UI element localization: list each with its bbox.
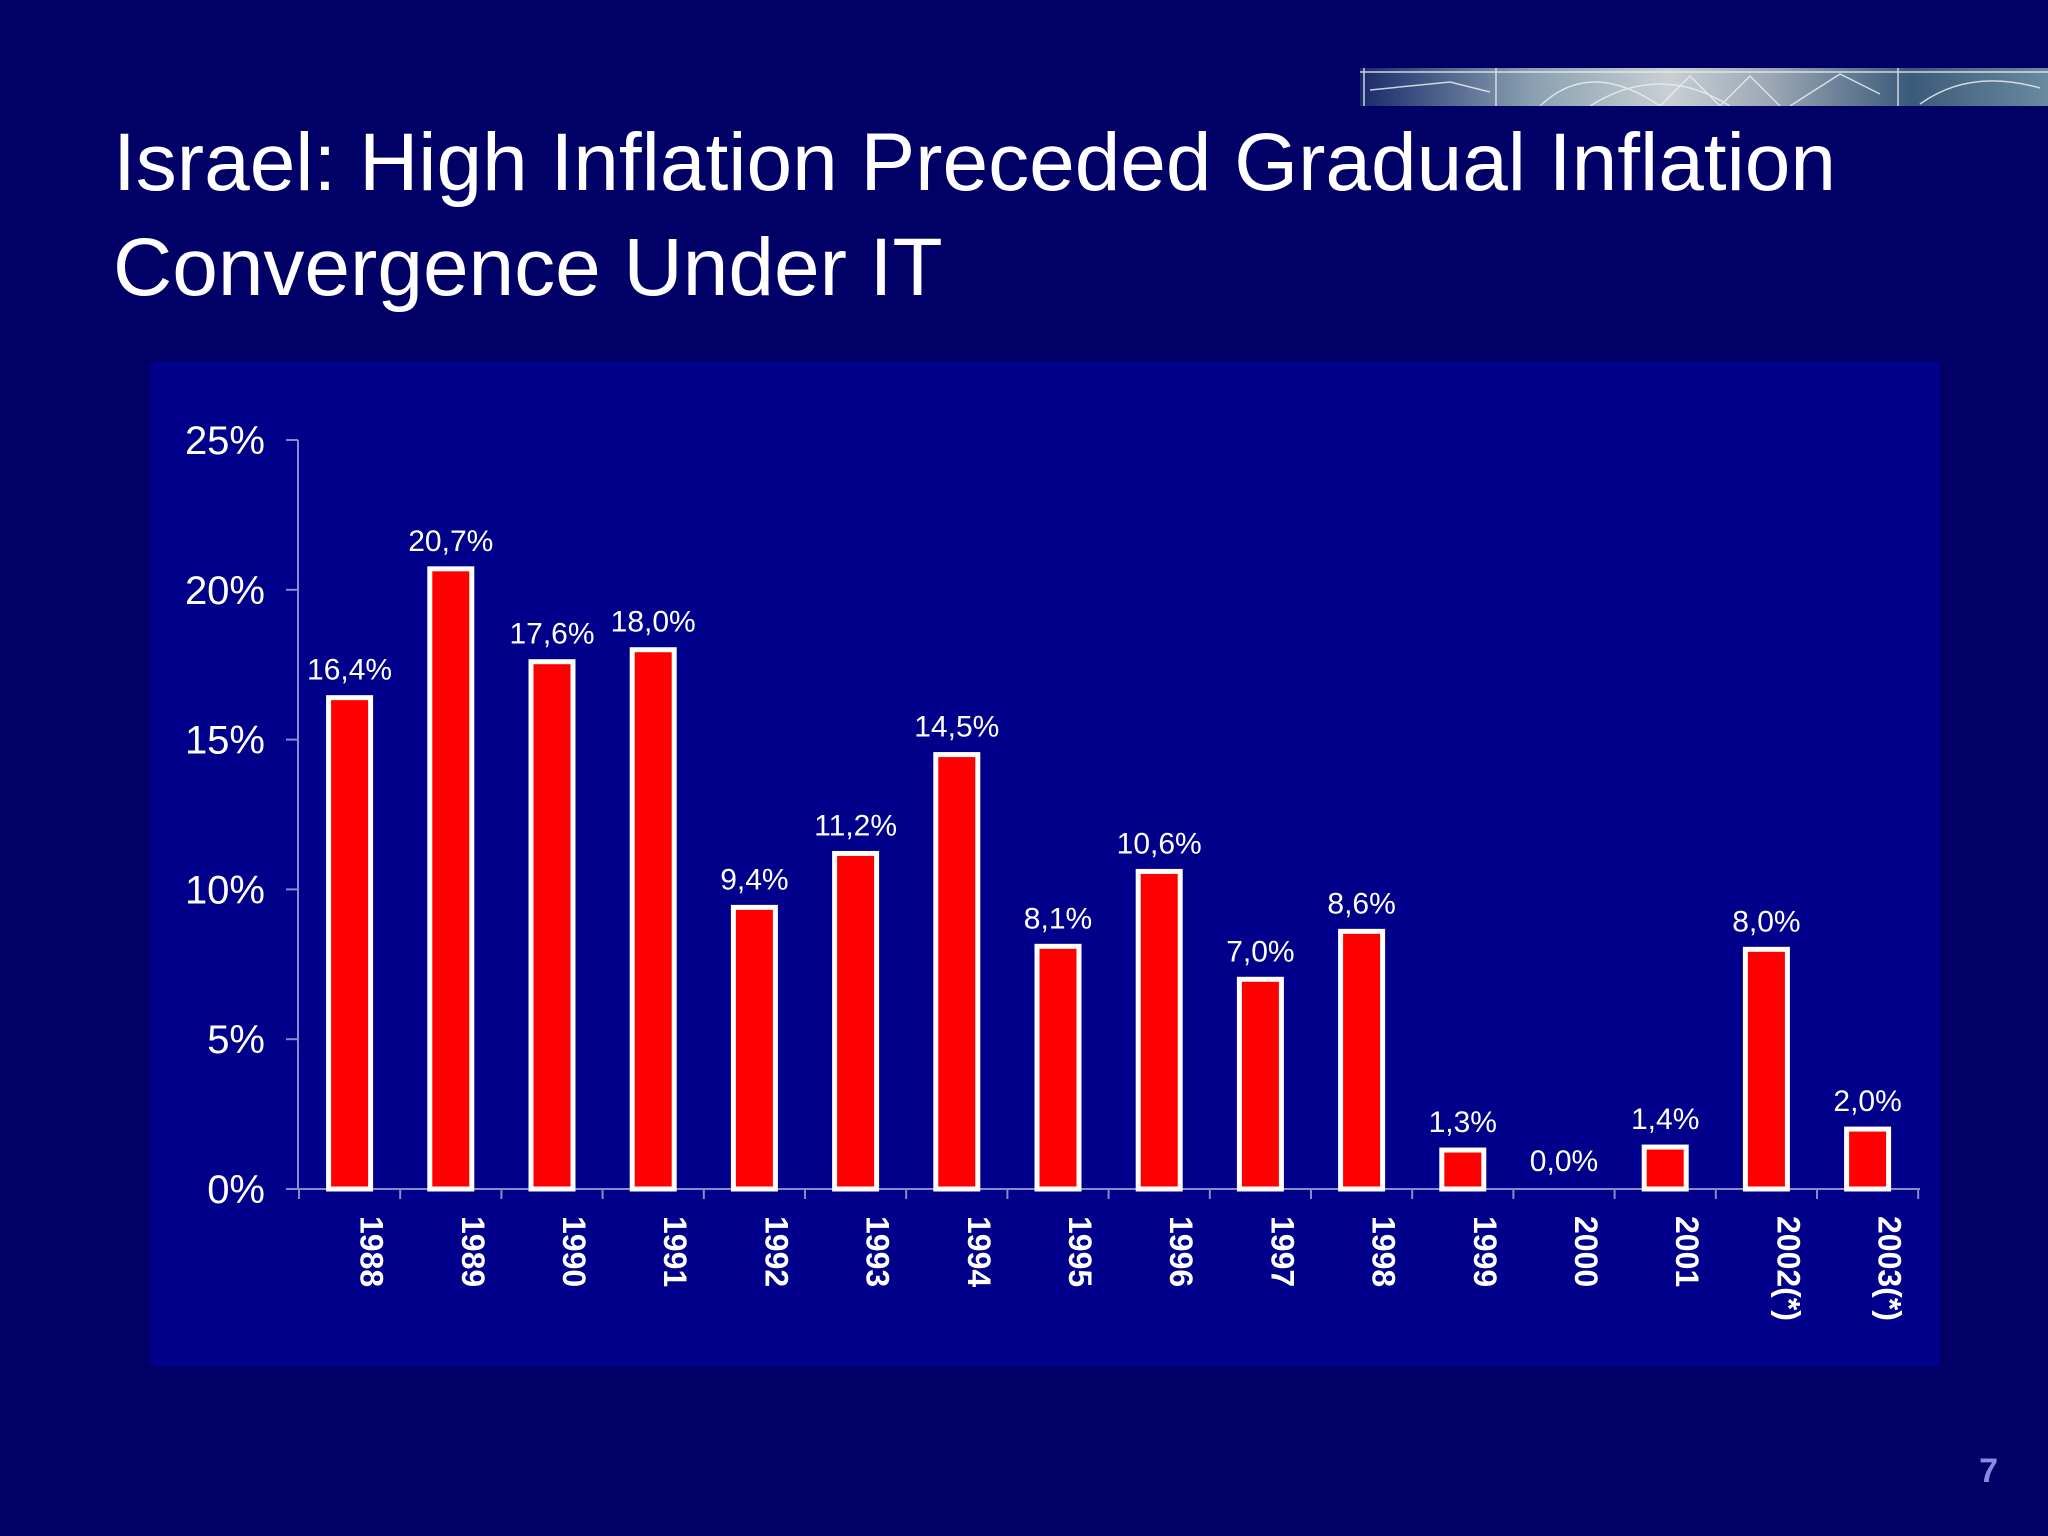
data-label: 18,0% — [611, 606, 696, 639]
data-label: 1,4% — [1631, 1103, 1699, 1136]
data-label: 0,0% — [1530, 1145, 1598, 1178]
x-tick-label: 1993 — [860, 1216, 896, 1287]
bar — [730, 904, 778, 1192]
x-tick-label: 1990 — [556, 1216, 592, 1287]
data-label: 7,0% — [1226, 935, 1294, 968]
bar — [1641, 1144, 1689, 1192]
bar — [1034, 943, 1082, 1192]
data-label: 8,1% — [1024, 902, 1092, 935]
x-tick-label: 1998 — [1366, 1216, 1402, 1287]
x-tick-label: 1995 — [1062, 1216, 1098, 1287]
bar — [1338, 928, 1386, 1192]
x-tick-label: 2000 — [1568, 1216, 1604, 1287]
bar — [1135, 868, 1183, 1192]
data-label: 9,4% — [720, 863, 788, 896]
data-label: 1,3% — [1429, 1106, 1497, 1139]
data-label: 11,2% — [814, 809, 897, 842]
data-label: 16,4% — [307, 654, 392, 687]
x-tick-label: 2003(*) — [1872, 1216, 1908, 1321]
page-number: 7 — [1979, 1452, 1998, 1490]
y-tick-label: 0% — [207, 1168, 265, 1212]
bar — [1844, 1126, 1892, 1192]
data-label: 8,6% — [1327, 887, 1395, 920]
y-tick-label: 20% — [185, 569, 265, 613]
x-tick-label: 2002(*) — [1770, 1216, 1806, 1321]
bar — [326, 695, 374, 1192]
x-tick-label: 1992 — [758, 1216, 794, 1287]
bar — [832, 850, 880, 1192]
data-label: 10,6% — [1117, 827, 1202, 860]
x-tick-label: 1997 — [1264, 1216, 1300, 1287]
x-tick-label: 1988 — [354, 1216, 390, 1287]
data-label: 20,7% — [408, 525, 493, 558]
bar — [1742, 946, 1790, 1192]
y-tick-label: 5% — [207, 1018, 265, 1062]
data-label: 8,0% — [1732, 905, 1800, 938]
y-tick-label: 15% — [185, 719, 265, 763]
x-tick-label: 1989 — [455, 1216, 491, 1287]
x-tick-label: 1991 — [657, 1216, 693, 1287]
x-tick-label: 1999 — [1467, 1216, 1503, 1287]
bar — [933, 752, 981, 1192]
x-tick-label: 1994 — [961, 1216, 997, 1287]
bar — [528, 659, 576, 1192]
x-tick-label: 1996 — [1163, 1216, 1199, 1287]
y-tick-label: 10% — [185, 868, 265, 912]
bar — [629, 647, 677, 1192]
y-tick-label: 25% — [185, 419, 265, 463]
bar — [427, 566, 475, 1192]
globe-network-banner-icon — [1360, 68, 2048, 106]
data-label: 2,0% — [1833, 1085, 1901, 1118]
bar — [1439, 1147, 1487, 1192]
bar — [1236, 976, 1284, 1192]
x-tick-label: 2001 — [1669, 1216, 1705, 1287]
data-label: 17,6% — [509, 618, 594, 651]
slide-title: Israel: High Inflation Preceded Gradual … — [113, 117, 1837, 313]
data-label: 14,5% — [914, 711, 999, 744]
